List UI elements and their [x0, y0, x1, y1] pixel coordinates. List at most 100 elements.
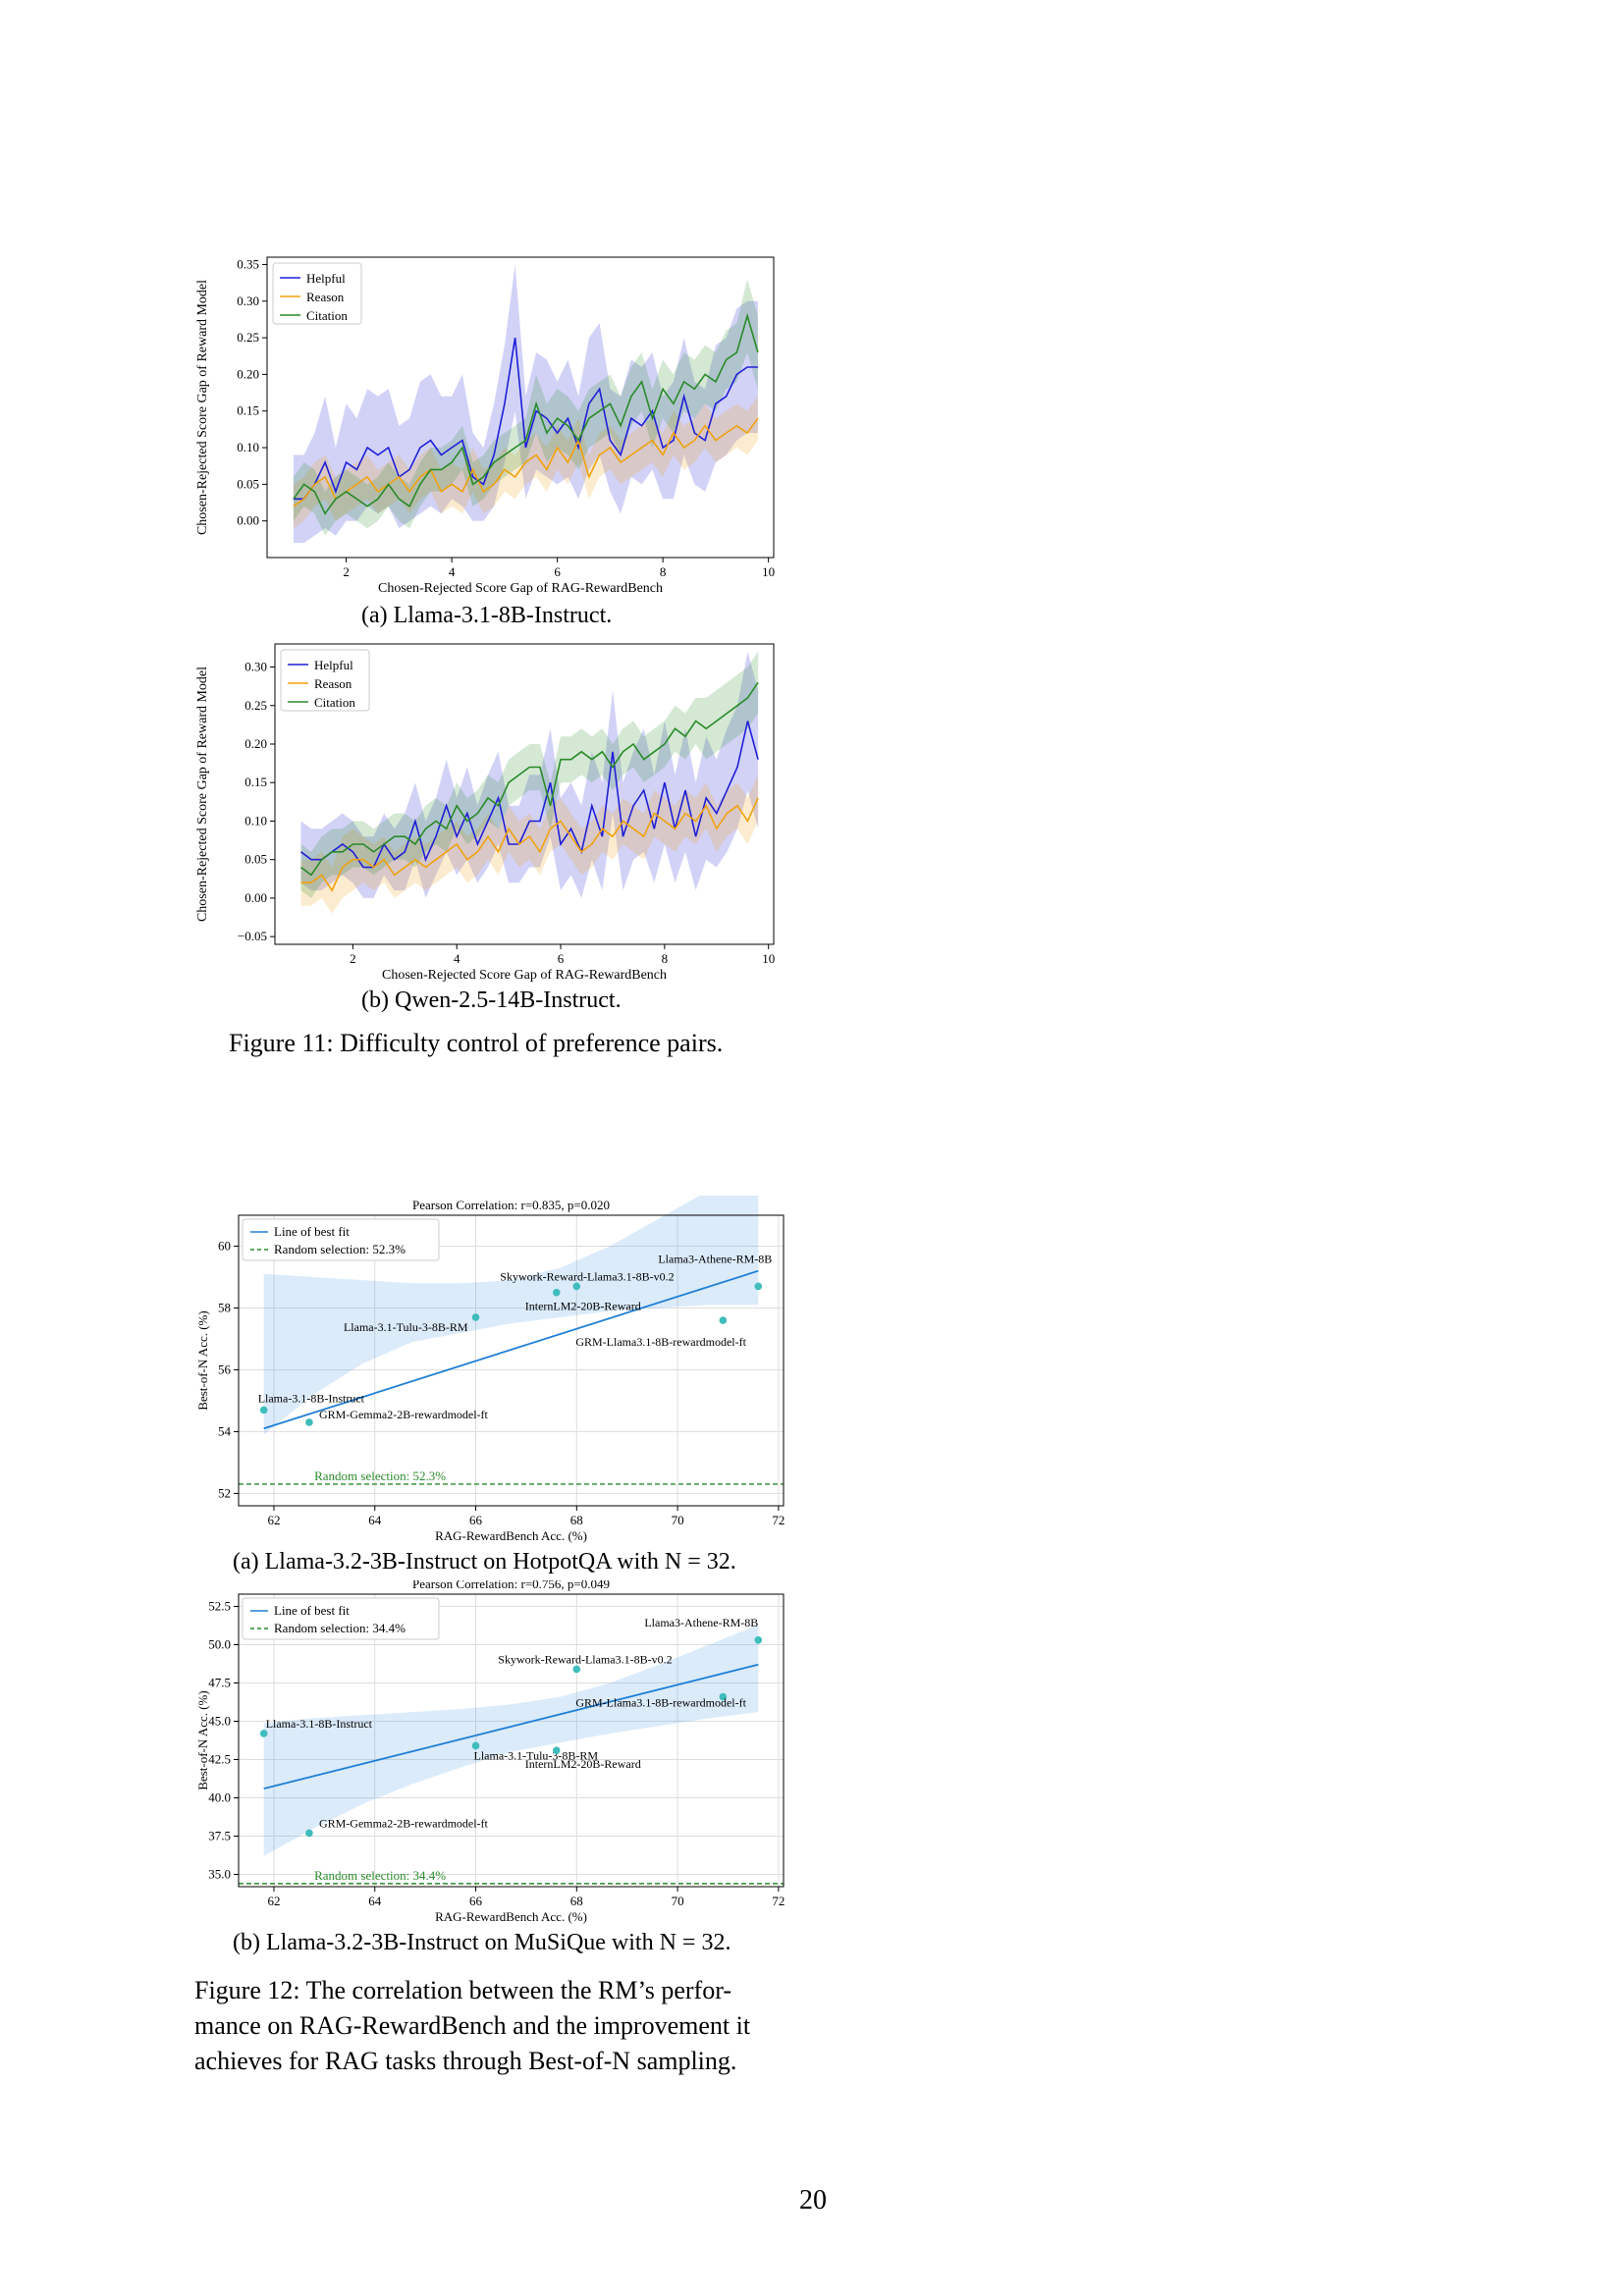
y-tick-label: 56: [218, 1362, 232, 1376]
data-point: [572, 1665, 581, 1674]
plot-frame: [266, 256, 775, 559]
y-tick-label: 0.30: [237, 294, 259, 308]
data-point: [471, 1313, 480, 1321]
data-point: [552, 1746, 561, 1754]
y-tick-label: 60: [218, 1238, 231, 1253]
legend-label-random: Random selection: 34.4%: [274, 1621, 406, 1635]
legend-label-fit: Line of best fit: [274, 1603, 350, 1618]
x-axis-label: RAG-RewardBench Acc. (%): [435, 1909, 587, 1924]
y-tick-label: 0.20: [237, 366, 259, 381]
line-of-best-fit: [263, 1663, 759, 1790]
fig11a-line-chart: 2 4 6 8 10 0.00 0.05 0.10 0.15 0.20 0.25 0.30 0.35 Ch…: [195, 256, 775, 596]
y-tick-label: 0.10: [244, 813, 267, 828]
data-point: [719, 1692, 728, 1701]
fig12a-sublabel: (a) Llama-3.2-3B-Instruct on HotpotQA wi…: [233, 1549, 736, 1575]
x-tick-label: 62: [267, 1513, 280, 1527]
y-tick-label: 0.05: [244, 852, 267, 867]
legend-label-reason: Reason: [306, 290, 345, 304]
x-tick-label: 10: [762, 564, 775, 579]
x-tick-label: 6: [554, 564, 561, 579]
y-tick-label: 37.5: [208, 1829, 231, 1843]
random-selection-label: Random selection: 52.3%: [314, 1468, 446, 1483]
data-point-label: GRM-Gemma2-2B-rewardmodel-ft: [319, 1408, 489, 1421]
x-tick-label: 8: [660, 564, 667, 579]
data-point: [552, 1288, 561, 1297]
data-point-label: GRM-Llama3.1-8B-rewardmodel-ft: [575, 1335, 746, 1349]
legend-label-fit: Line of best fit: [274, 1224, 350, 1239]
legend-label-citation: Citation: [306, 308, 348, 323]
figure12-caption-line: achieves for RAG tasks through Best-of-N…: [194, 2047, 737, 2075]
series-line-helpful: [300, 721, 759, 869]
data-point-label: Llama-3.1-Tulu-3-8B-RM: [474, 1748, 599, 1762]
y-tick-label: 0.25: [244, 698, 267, 713]
data-point-label: Llama3-Athene-RM-8B: [658, 1252, 772, 1265]
legend-label-random: Random selection: 52.3%: [274, 1242, 406, 1256]
data-point-label: Skywork-Reward-Llama3.1-8B-v0.2: [498, 1652, 672, 1666]
legend-label-reason: Reason: [314, 676, 352, 691]
x-axis-label: RAG-RewardBench Acc. (%): [435, 1528, 587, 1543]
legend-label-helpful: Helpful: [314, 658, 353, 672]
y-tick-label: 52: [218, 1485, 231, 1500]
y-tick-label: 0.15: [237, 403, 259, 418]
y-axis-label: Best-of-N Acc. (%): [195, 1310, 210, 1410]
fit-confidence-band: [263, 1196, 759, 1435]
series-line-reason: [300, 797, 759, 892]
x-tick-label: 70: [672, 1894, 684, 1908]
y-tick-label: 35.0: [208, 1867, 231, 1882]
data-point-label: Llama-3.1-8B-Instruct: [266, 1717, 373, 1731]
y-tick-label: 40.0: [208, 1790, 231, 1805]
fig11a-sublabel: (a) Llama-3.1-8B-Instruct.: [361, 603, 613, 628]
x-tick-label: 72: [772, 1513, 785, 1527]
y-tick-label: 54: [218, 1423, 232, 1438]
data-point: [305, 1829, 313, 1838]
x-tick-label: 66: [469, 1513, 483, 1527]
data-point-label: Llama-3.1-8B-Instruct: [258, 1391, 365, 1405]
data-point-label: InternLM2-20B-Reward: [525, 1300, 641, 1313]
data-point-label: GRM-Gemma2-2B-rewardmodel-ft: [319, 1816, 489, 1830]
series-line-citation: [300, 681, 759, 877]
y-tick-label: 0.35: [237, 256, 259, 271]
x-tick-label: 68: [570, 1894, 583, 1908]
x-tick-label: 70: [672, 1513, 684, 1527]
x-tick-label: 2: [343, 564, 350, 579]
confidence-band-helpful: [293, 264, 758, 544]
y-axis-label: Chosen-Rejected Score Gap of Reward Mode…: [195, 667, 210, 922]
random-selection-label: Random selection: 34.4%: [314, 1868, 446, 1883]
x-tick-label: 64: [368, 1513, 382, 1527]
y-tick-label: 47.5: [208, 1675, 231, 1689]
y-tick-label: 50.0: [208, 1636, 231, 1651]
y-axis-label: Chosen-Rejected Score Gap of Reward Mode…: [195, 280, 210, 535]
x-tick-label: 2: [350, 951, 356, 966]
data-point-label: GRM-Llama3.1-8B-rewardmodel-ft: [575, 1696, 746, 1710]
figure11-caption: Figure 11: Difficulty control of prefere…: [229, 1029, 724, 1057]
y-tick-label: 58: [218, 1300, 231, 1314]
series-line-helpful: [293, 337, 758, 501]
fig12b-scatter-chart: Random selection: 34.4% Llama-3.1-8B-Inst…: [195, 1580, 785, 1924]
data-point-label: Llama-3.1-Tulu-3-8B-RM: [344, 1320, 468, 1334]
data-point-label: InternLM2-20B-Reward: [525, 1757, 641, 1771]
y-tick-label: 0.15: [244, 774, 267, 789]
y-axis-label: Best-of-N Acc. (%): [195, 1690, 210, 1789]
page-number: 20: [799, 2185, 827, 2216]
data-point: [719, 1316, 728, 1324]
data-point: [754, 1282, 763, 1291]
fit-confidence-band: [263, 1625, 759, 1856]
y-tick-label: 0.20: [244, 736, 267, 751]
data-point: [259, 1730, 268, 1737]
y-tick-label: 0.00: [237, 513, 259, 528]
x-tick-label: 10: [762, 951, 775, 966]
y-tick-label: 52.5: [208, 1598, 231, 1613]
line-of-best-fit: [263, 1269, 759, 1430]
y-tick-label: 0.05: [237, 476, 259, 491]
plot-frame: [238, 1214, 785, 1507]
x-axis-label: Chosen-Rejected Score Gap of RAG-RewardB…: [382, 968, 667, 983]
legend-box: [242, 1218, 440, 1261]
data-point: [471, 1741, 480, 1750]
fig12a-scatter-chart: Random selection: 52.3% Llama-3.1-8B-Inst…: [195, 1196, 785, 1543]
x-tick-label: 62: [267, 1894, 280, 1908]
y-tick-label: 42.5: [208, 1752, 231, 1767]
y-tick-label: 0.10: [237, 440, 259, 454]
x-tick-label: 4: [449, 564, 456, 579]
confidence-band-reason: [300, 774, 759, 914]
data-point-label: Skywork-Reward-Llama3.1-8B-v0.2: [500, 1269, 674, 1283]
